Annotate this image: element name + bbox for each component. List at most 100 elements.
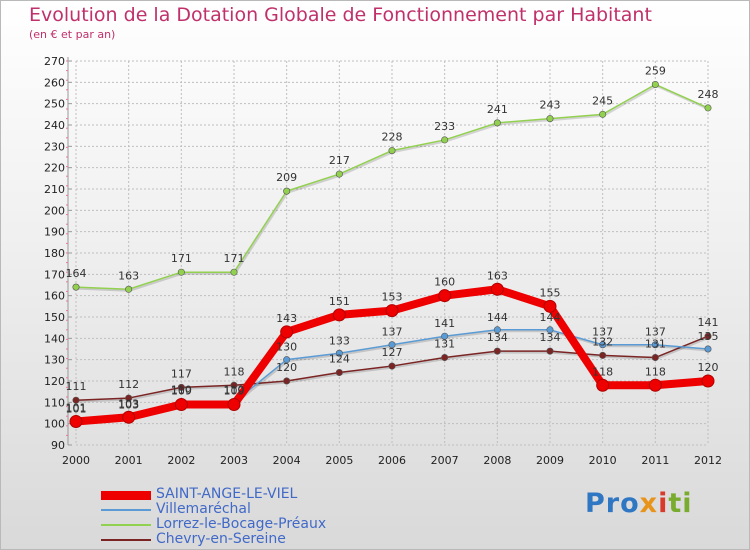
data-point: [493, 347, 501, 355]
data-label: 144: [540, 311, 561, 324]
chart-subtitle: (en € et par an): [29, 28, 116, 41]
data-point: [230, 381, 238, 389]
data-point: [704, 104, 712, 112]
data-label: 217: [329, 154, 350, 167]
legend-item: SAINT-ANGE-LE-VIEL: [101, 487, 401, 502]
data-point: [704, 332, 712, 340]
data-label: 109: [224, 384, 245, 397]
data-point: [230, 268, 238, 276]
data-label: 127: [382, 346, 403, 359]
legend-swatch: [101, 509, 151, 511]
data-label: 209: [276, 171, 297, 184]
data-label: 164: [66, 267, 87, 280]
data-label: 118: [592, 365, 613, 378]
legend-label: Villemaréchal: [156, 501, 251, 517]
data-point: [596, 378, 610, 392]
data-label: 134: [540, 331, 561, 344]
y-tick-label: 170: [44, 268, 65, 281]
data-label: 141: [434, 317, 455, 330]
data-point: [125, 285, 133, 293]
data-label: 137: [592, 326, 613, 339]
data-label: 103: [118, 398, 139, 411]
data-point: [599, 341, 607, 349]
x-tick-label: 2008: [483, 454, 511, 467]
data-label: 112: [118, 378, 139, 391]
data-point: [493, 326, 501, 334]
data-point: [388, 341, 396, 349]
data-point: [546, 326, 554, 334]
data-label: 137: [645, 326, 666, 339]
data-label: 155: [540, 286, 561, 299]
data-label: 131: [645, 338, 666, 351]
proxiti-logo: Proxiti: [585, 488, 693, 519]
y-tick-label: 220: [44, 162, 65, 175]
y-tick-label: 160: [44, 290, 65, 303]
data-label: 134: [487, 331, 508, 344]
data-point: [332, 308, 346, 322]
data-point: [177, 383, 185, 391]
data-label: 171: [171, 252, 192, 265]
data-label: 151: [329, 295, 350, 308]
data-point: [490, 282, 504, 296]
y-tick-label: 250: [44, 98, 65, 111]
data-point: [441, 332, 449, 340]
chart-title: Evolution de la Dotation Globale de Fonc…: [29, 4, 652, 26]
data-label: 101: [66, 402, 87, 415]
data-label: 110: [224, 383, 245, 396]
data-label: 117: [171, 367, 192, 380]
y-tick-label: 180: [44, 247, 65, 260]
x-tick-label: 2011: [641, 454, 669, 467]
data-label: 153: [382, 291, 403, 304]
data-label: 133: [329, 334, 350, 347]
legend-label: SAINT-ANGE-LE-VIEL: [156, 486, 298, 502]
data-label: 245: [592, 94, 613, 107]
y-tick-label: 230: [44, 140, 65, 153]
y-tick-label: 140: [44, 332, 65, 345]
data-label: 132: [592, 335, 613, 348]
data-point: [546, 347, 554, 355]
data-point: [283, 187, 291, 195]
data-point: [441, 136, 449, 144]
data-point: [335, 368, 343, 376]
y-tick-label: 110: [44, 396, 65, 409]
data-label: 135: [698, 330, 719, 343]
data-label: 124: [329, 352, 350, 365]
data-label: 111: [66, 380, 87, 393]
data-point: [385, 304, 399, 318]
legend-label: Chevry-en-Sereine: [156, 531, 286, 547]
y-tick-label: 210: [44, 183, 65, 196]
x-tick-label: 2007: [431, 454, 459, 467]
x-tick-label: 2009: [536, 454, 564, 467]
data-label: 120: [276, 361, 297, 374]
legend-swatch: [101, 490, 151, 500]
data-label: 130: [276, 341, 297, 354]
data-label: 118: [224, 365, 245, 378]
data-point: [72, 283, 80, 291]
y-tick-label: 200: [44, 204, 65, 217]
data-label: 101: [66, 403, 87, 416]
data-point: [388, 147, 396, 155]
y-tick-label: 240: [44, 119, 65, 132]
data-point: [648, 378, 662, 392]
data-point: [177, 268, 185, 276]
data-point: [283, 356, 291, 364]
data-point: [441, 354, 449, 362]
x-tick-label: 2012: [694, 454, 722, 467]
data-point: [543, 299, 557, 313]
data-label: 120: [698, 361, 719, 374]
data-label: 163: [118, 269, 139, 282]
legend: SAINT-ANGE-LE-VIEL Villemaréchal Lorrez-le…: [101, 487, 401, 547]
data-label: 248: [698, 88, 719, 101]
data-label: 118: [645, 365, 666, 378]
y-tick-label: 270: [44, 55, 65, 68]
data-point: [651, 80, 659, 88]
data-point: [651, 341, 659, 349]
x-tick-label: 2002: [167, 454, 195, 467]
data-label: 137: [382, 326, 403, 339]
data-label: 243: [540, 99, 561, 112]
legend-swatch: [101, 524, 151, 526]
data-point: [651, 354, 659, 362]
legend-swatch: [101, 539, 151, 541]
y-tick-label: 150: [44, 311, 65, 324]
x-tick-label: 2001: [115, 454, 143, 467]
